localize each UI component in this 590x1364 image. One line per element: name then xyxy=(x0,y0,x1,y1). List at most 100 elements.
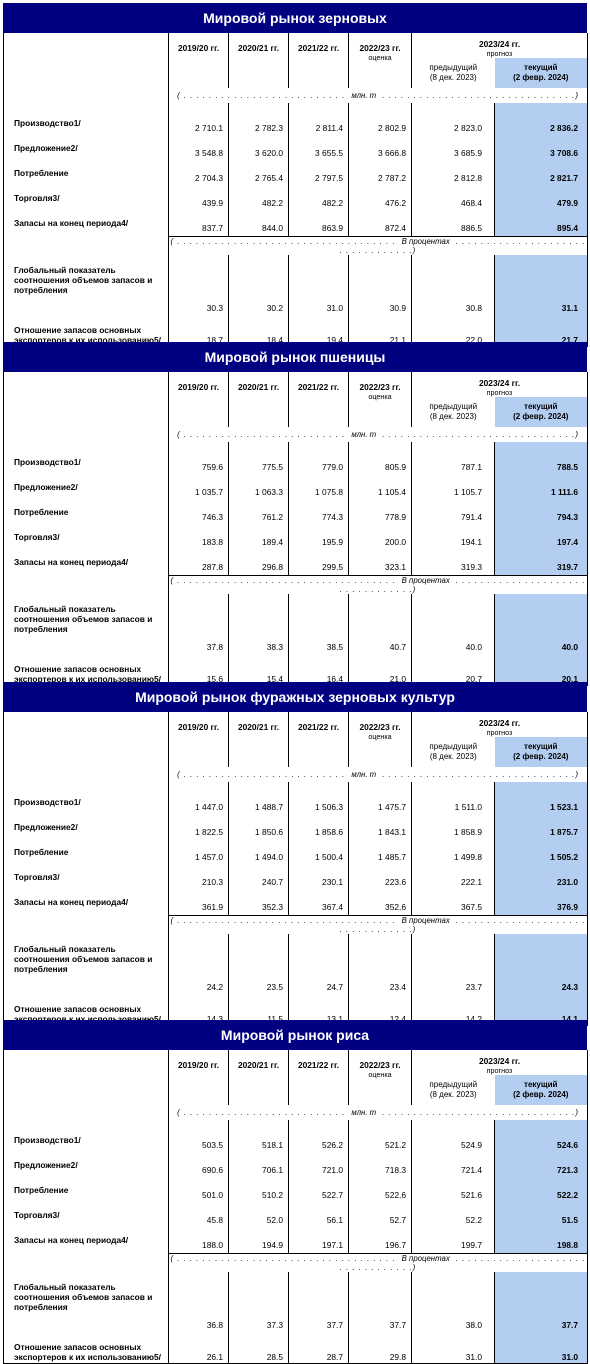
header-row: 2019/20 гг. 2020/21 гг. 2021/22 гг. 2022/23… xyxy=(3,1050,589,1105)
cell: 1 447.0 xyxy=(168,790,229,815)
cell: 761.2 xyxy=(228,500,289,525)
cell: 319.7 xyxy=(493,550,589,576)
row-supply: Предложение2/3 548.8 3 620.0 3 655.5 3 666.… xyxy=(3,136,589,161)
unit-dots-left: ( . . . . . . . . . . . . . . . . . . . … xyxy=(177,1108,346,1117)
cell: 2 821.7 xyxy=(493,161,589,186)
cell: 367.4 xyxy=(288,890,349,916)
unit-blank xyxy=(3,88,169,103)
row-ratio_global: Глобальный показатель соотношения объемо… xyxy=(3,1279,589,1342)
row-label-trade: Торговля3/ xyxy=(3,1203,169,1228)
spacer-row xyxy=(3,933,589,942)
col-header-y1: 2019/20 гг. xyxy=(168,372,229,427)
current-label: текущий xyxy=(524,62,558,72)
percent-caption: ( . . . . . . . . . . . . . . . . . . . … xyxy=(167,575,589,594)
cell: 468.4 xyxy=(411,186,495,211)
current-date: (2 февр. 2024) xyxy=(513,752,569,761)
col-header-previous: предыдущий (8 дек. 2023) xyxy=(411,397,495,427)
row-consumption: Потребление 1 457.0 1 494.0 1 500.4 1 485.7 1… xyxy=(3,840,589,865)
col-header-y4-label: 2022/23 гг. xyxy=(359,722,401,732)
cell: 774.3 xyxy=(288,500,349,525)
unit-blank xyxy=(3,767,169,782)
cell: 37.7 xyxy=(493,1279,589,1342)
col-header-y4: 2022/23 гг. оценка xyxy=(348,372,412,427)
cell: 521.2 xyxy=(348,1128,412,1153)
row-label-trade: Торговля3/ xyxy=(3,186,169,211)
cell: 482.2 xyxy=(228,186,289,211)
row-trade: Торговля3/210.3 240.7 230.1 223.6 222.1 231.0 xyxy=(3,865,589,890)
header-row: 2019/20 гг. 2020/21 гг. 2021/22 гг. 2022/23… xyxy=(3,712,589,767)
cell: 45.8 xyxy=(168,1203,229,1228)
previous-date: (8 дек. 2023) xyxy=(429,1090,477,1099)
cell: 2 836.2 xyxy=(493,111,589,136)
percent-label: В процентах xyxy=(401,1253,450,1263)
row-label-consumption: Потребление xyxy=(3,1178,169,1203)
header-blank xyxy=(3,712,169,767)
row-label-ratio_global: Глобальный показатель соотношения объемо… xyxy=(3,601,169,664)
cell: 230.1 xyxy=(288,865,349,890)
cell: 1 523.1 xyxy=(493,790,589,815)
subheader-row: предыдущий (8 дек. 2023) текущий (2 февр. 2… xyxy=(4,397,589,427)
percent-blank xyxy=(3,236,169,255)
cell: 521.6 xyxy=(411,1178,495,1203)
col-header-current: текущий (2 февр. 2024) xyxy=(494,737,589,767)
subheader-row: предыдущий (8 дек. 2023) текущий (2 февр. 2… xyxy=(4,737,589,767)
percent-dots-left: ( . . . . . . . . . . . . . . . . . . . … xyxy=(170,236,396,246)
unit-caption: ( . . . . . . . . . . . . . . . . . . . … xyxy=(167,88,589,103)
cell: 56.1 xyxy=(288,1203,349,1228)
percent-dots-right: . . . . . . . . . . . . . . . . . . . . … xyxy=(339,915,586,934)
percent-row: ( . . . . . . . . . . . . . . . . . . . … xyxy=(3,575,589,594)
unit-dots-right: . . . . . . . . . . . . . . . . . . . . … xyxy=(382,91,579,100)
cell: 503.5 xyxy=(168,1128,229,1153)
percent-dots-right: . . . . . . . . . . . . . . . . . . . . … xyxy=(339,575,586,594)
cell: 1 505.2 xyxy=(493,840,589,865)
cell: 352.6 xyxy=(348,890,412,916)
cell: 2 710.1 xyxy=(168,111,229,136)
cell: 52.7 xyxy=(348,1203,412,1228)
cell: 197.4 xyxy=(493,525,589,550)
cell: 188.0 xyxy=(168,1228,229,1254)
cell: 526.2 xyxy=(288,1128,349,1153)
current-label: текущий xyxy=(524,741,558,751)
cell: 1 511.0 xyxy=(411,790,495,815)
unit-dots-left: ( . . . . . . . . . . . . . . . . . . . … xyxy=(177,770,346,779)
unit-dots-left: ( . . . . . . . . . . . . . . . . . . . … xyxy=(177,430,346,439)
cell: 718.3 xyxy=(348,1153,412,1178)
row-ratio_exporters: Отношение запасов основных экспортеров к… xyxy=(3,663,589,686)
cell: 40.0 xyxy=(411,601,495,664)
row-label-consumption: Потребление xyxy=(3,500,169,525)
spacer-row xyxy=(3,593,589,602)
col-header-y5-label: 2023/24 гг. xyxy=(478,718,521,728)
cell: 1 494.0 xyxy=(228,840,289,865)
cell: 3 685.9 xyxy=(411,136,495,161)
cell: 52.2 xyxy=(411,1203,495,1228)
row-production: Производство1/503.5 518.1 526.2 521.2 524.9 5… xyxy=(3,1128,589,1153)
header-blank xyxy=(3,33,169,88)
cell: 38.3 xyxy=(228,601,289,664)
row-label-trade: Торговля3/ xyxy=(3,865,169,890)
cell: 37.3 xyxy=(228,1279,289,1342)
percent-label: В процентах xyxy=(401,915,450,925)
row-consumption: Потребление 501.0 510.2 522.7 522.6 521.6 522.… xyxy=(3,1178,589,1203)
col-header-y5-label: 2023/24 гг. xyxy=(478,378,521,388)
col-header-y5: 2023/24 гг. прогноз xyxy=(410,1050,589,1075)
col-header-y4-label: 2022/23 гг. xyxy=(359,1060,401,1070)
cell: 844.0 xyxy=(228,211,289,237)
unit-dots-right: . . . . . . . . . . . . . . . . . . . . … xyxy=(382,430,579,439)
cell: 779.0 xyxy=(288,450,349,475)
cell: 2 797.5 xyxy=(288,161,349,186)
cell: 24.7 xyxy=(288,941,349,1004)
row-label-stocks: Запасы на конец периода4/ xyxy=(3,550,169,575)
col-header-y5-sub: прогноз xyxy=(486,1066,513,1075)
percent-dots-left: ( . . . . . . . . . . . . . . . . . . . … xyxy=(170,1253,396,1263)
col-header-y4-label: 2022/23 гг. xyxy=(359,382,401,392)
row-label-supply: Предложение2/ xyxy=(3,1153,169,1178)
cell: 518.1 xyxy=(228,1128,289,1153)
row-label-ratio_global: Глобальный показатель соотношения объемо… xyxy=(3,1279,169,1342)
cell: 52.0 xyxy=(228,1203,289,1228)
cell: 40.0 xyxy=(493,601,589,664)
cell: 1 500.4 xyxy=(288,840,349,865)
row-ratio_global: Глобальный показатель соотношения объемо… xyxy=(3,262,589,325)
cell: 23.4 xyxy=(348,941,412,1004)
cell: 746.3 xyxy=(168,500,229,525)
cell: 787.1 xyxy=(411,450,495,475)
